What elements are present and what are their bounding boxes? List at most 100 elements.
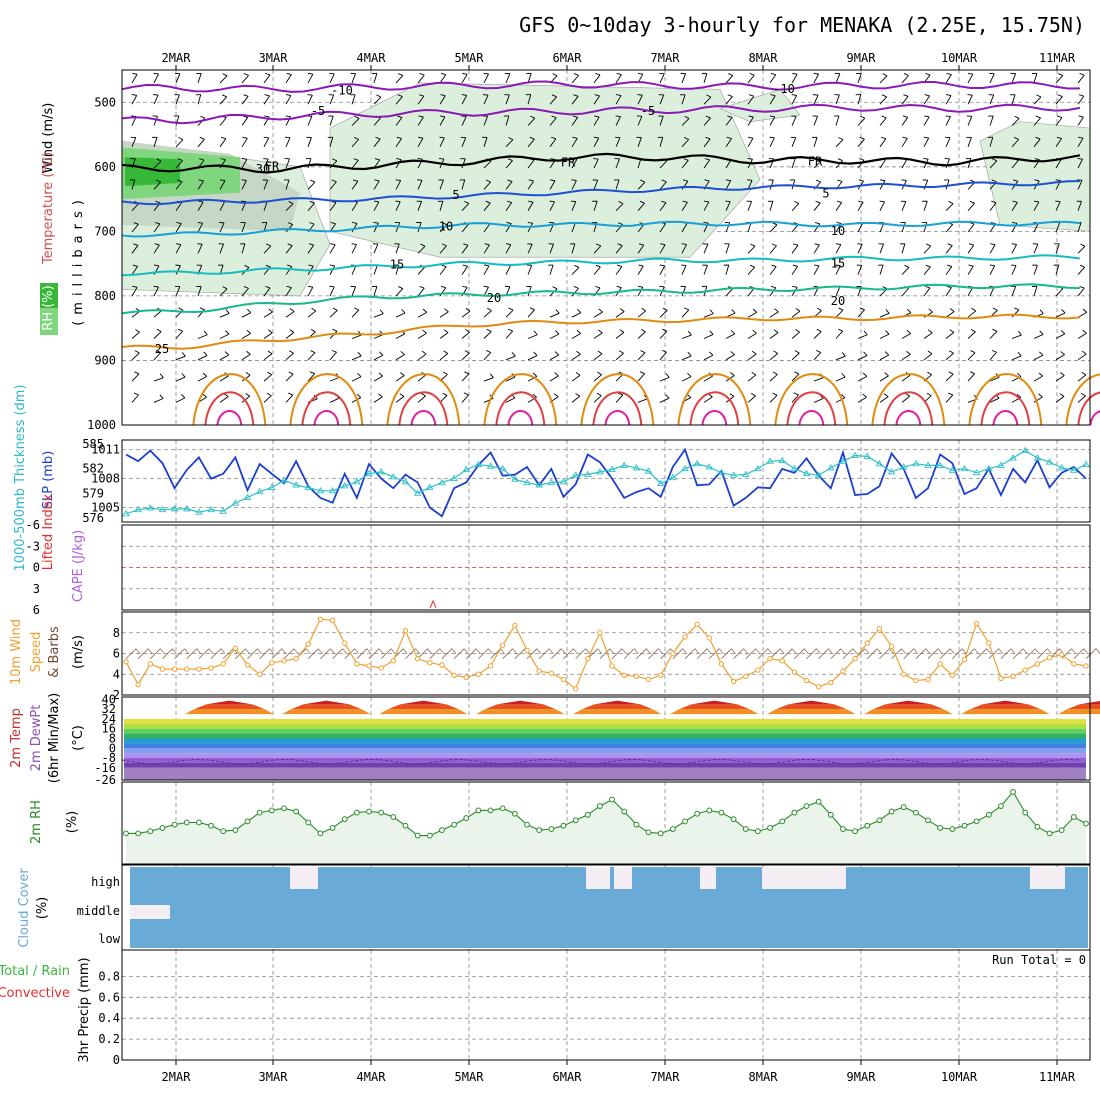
thickness-marker — [280, 476, 288, 483]
wind-barb — [439, 245, 447, 254]
wind-barb — [553, 393, 559, 398]
wind-barb — [1055, 179, 1061, 182]
wind-barb — [307, 72, 313, 75]
wind10m-marker — [366, 663, 372, 669]
wind10m-barb — [611, 648, 623, 659]
isotherm-30-bulge — [204, 391, 255, 426]
wind10m-barb — [415, 648, 420, 654]
wind-barb — [947, 243, 953, 246]
rh2m-marker — [985, 811, 992, 818]
wind-barb — [727, 115, 733, 118]
wind-barb — [857, 265, 863, 275]
temp-mound-band — [670, 709, 759, 715]
temp-mound-band — [581, 704, 653, 710]
wind-barb — [175, 94, 180, 105]
wind-barb — [661, 349, 667, 353]
pressure-tick: 800 — [94, 289, 116, 303]
wind-barb — [483, 94, 489, 105]
wind10m-marker — [876, 625, 883, 632]
ylabel-millibars: (millibars) — [71, 194, 86, 326]
wind-barb — [329, 72, 335, 75]
wind-barb — [967, 373, 976, 382]
temp-band — [124, 738, 1086, 744]
wind-barb — [945, 373, 954, 382]
wind-barb — [751, 371, 757, 376]
wind-barb — [791, 74, 798, 84]
wind-barb — [285, 95, 292, 105]
thickness-marker — [644, 467, 653, 474]
wind10m-marker — [621, 672, 627, 678]
cloud-level-label: high — [91, 875, 120, 889]
wind-barb — [925, 72, 931, 76]
wind-barb — [263, 374, 272, 382]
temp-mound-band — [282, 709, 371, 715]
temp-mound-band — [484, 704, 556, 710]
wind-barb — [1011, 202, 1018, 211]
wind10m-marker — [913, 677, 919, 684]
wind-barb — [708, 393, 713, 398]
wind-barb — [133, 392, 139, 396]
wind-barb — [1033, 286, 1038, 297]
wind-barb — [637, 265, 644, 275]
wind-barb — [153, 181, 162, 190]
wind10m-barb — [998, 648, 1004, 654]
ylabel-wind10m-1: 10m Wind — [9, 619, 24, 685]
isotherm-30-bulge — [689, 391, 740, 426]
wind-barb — [549, 201, 555, 211]
wind-barb — [989, 73, 995, 84]
wind-barb — [813, 377, 824, 382]
wind-barb — [506, 221, 512, 224]
temp-mound-band — [573, 709, 662, 715]
wind-barb — [813, 137, 818, 147]
wind-barb — [660, 243, 666, 246]
wind-barb — [795, 308, 801, 312]
wind-barb — [1079, 264, 1085, 268]
wind-barb — [265, 72, 271, 76]
wind-barb — [835, 139, 844, 148]
wind-barb — [307, 137, 312, 147]
wind-barb — [507, 328, 513, 332]
wind-barb — [970, 328, 976, 333]
wind10m-barb — [283, 648, 295, 659]
wind-barb — [769, 201, 774, 211]
wind-barb — [709, 330, 714, 335]
wind-barb — [728, 73, 734, 77]
wind-barb — [241, 96, 249, 105]
wind10m-barb — [500, 648, 505, 654]
date-label-bottom: 11MAR — [1039, 1070, 1076, 1084]
wind-barb — [417, 116, 424, 126]
thickness-marker — [656, 479, 665, 486]
isotherm-35-bulge — [992, 409, 1019, 426]
wind10m-barb — [672, 648, 684, 659]
wind-barb — [1055, 117, 1063, 126]
wind-barb — [351, 181, 359, 190]
rh2m-marker — [183, 819, 190, 826]
wind-barb — [730, 351, 735, 356]
wind-barb — [439, 137, 445, 148]
wind-barb — [197, 94, 202, 105]
wind-barb — [681, 286, 687, 297]
wind-barb — [771, 264, 777, 268]
thickness-marker — [122, 509, 130, 517]
wind-barb — [794, 200, 800, 204]
wind-barb — [220, 158, 226, 161]
wind-barb — [1036, 94, 1042, 98]
wind-barb — [464, 350, 470, 354]
thickness-marker — [1021, 446, 1030, 454]
wind-barb — [351, 265, 357, 275]
wind-barb — [967, 223, 975, 233]
wind-barb — [329, 94, 335, 105]
wind-barb — [879, 333, 890, 339]
wind-barb — [175, 223, 182, 233]
thickness-marker — [328, 486, 337, 494]
wind-barb — [969, 371, 975, 375]
wind-barb — [967, 244, 975, 254]
wind10m-barb — [879, 648, 890, 659]
cloud-clear-gap — [130, 905, 170, 919]
wind-barb — [131, 95, 138, 105]
wind-barb — [597, 371, 602, 376]
wind10m-marker — [548, 670, 555, 676]
wind-barb — [308, 243, 314, 246]
rh2m-marker — [353, 809, 360, 816]
wind-barb — [1078, 136, 1084, 139]
